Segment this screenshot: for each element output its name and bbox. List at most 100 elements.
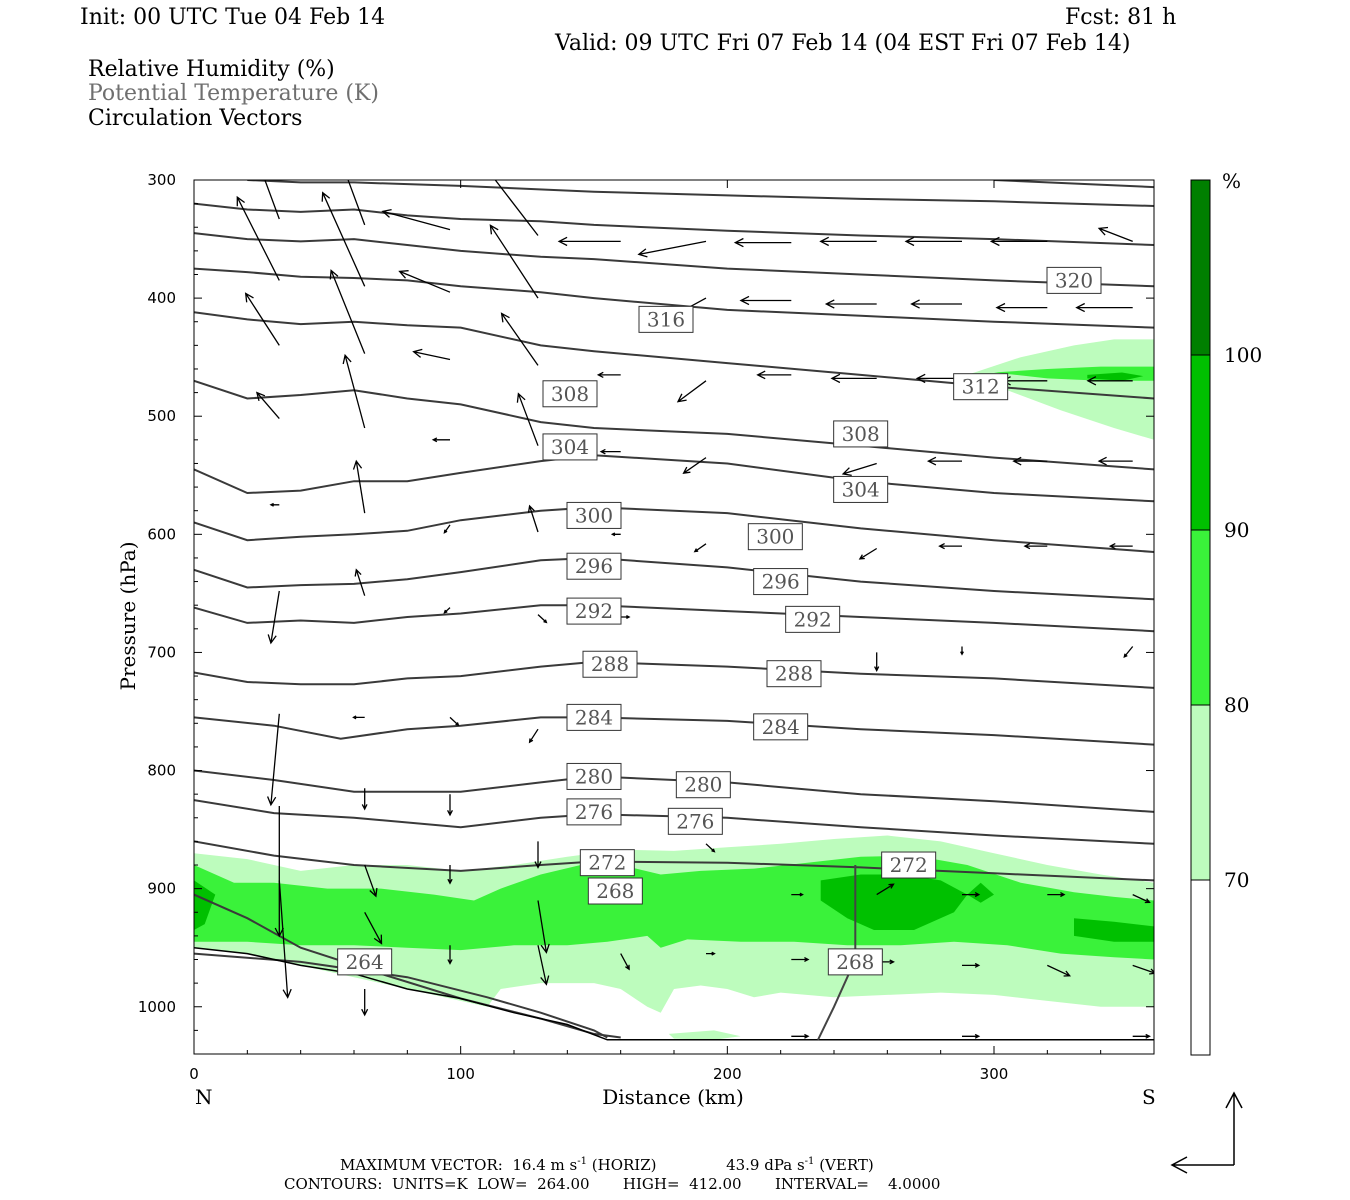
circulation-vector-77 xyxy=(706,951,716,956)
contour-label-text: 300 xyxy=(756,525,794,549)
circulation-vector-6 xyxy=(733,237,792,248)
contour-label-text: 284 xyxy=(762,715,800,739)
circulation-vector-40 xyxy=(1012,456,1048,466)
north-label: N xyxy=(195,1085,213,1109)
vert-suffix: (VERT) xyxy=(814,1156,874,1174)
circulation-vector-3 xyxy=(494,180,539,236)
theta-contour-284 xyxy=(194,716,1154,746)
init-time: Init: 00 UTC Tue 04 Feb 14 xyxy=(80,5,386,30)
circulation-vector-21 xyxy=(244,292,280,346)
contour-label-13: 292 xyxy=(566,597,622,625)
circulation-vector-26 xyxy=(676,380,707,403)
terrain-layer xyxy=(194,865,1154,1041)
theta-contour-308 xyxy=(194,379,1154,471)
y-tick-label-500: 500 xyxy=(147,407,176,425)
x-tick-label-0: 0 xyxy=(189,1065,199,1083)
x-tick-label-300: 300 xyxy=(980,1065,1009,1083)
contour-label-10: 284 xyxy=(753,713,809,741)
circulation-vector-47 xyxy=(693,543,707,553)
circulation-vector-13 xyxy=(398,270,451,293)
contour-label-3: 272 xyxy=(579,849,635,877)
circulation-vector-32 xyxy=(255,391,280,420)
contour-label-text: 312 xyxy=(962,375,1000,399)
circulation-vector-81 xyxy=(1047,892,1066,898)
circulation-vector-2 xyxy=(381,208,451,231)
circulation-vector-59 xyxy=(1123,646,1134,659)
contour-label-text: 284 xyxy=(575,705,613,729)
rh-region-90-6 xyxy=(820,874,968,930)
contour-label-18: 300 xyxy=(747,523,803,551)
colorbar-label-70: 70 xyxy=(1224,868,1249,892)
rh-region-90-9 xyxy=(1087,372,1144,381)
rh-region-90-7 xyxy=(967,882,994,903)
theta-contour-288 xyxy=(194,660,1154,689)
circulation-vector-45 xyxy=(527,504,539,533)
circulation-vector-91 xyxy=(1132,1033,1151,1039)
circulation-vector-33 xyxy=(342,353,366,429)
circulation-vector-70 xyxy=(364,864,378,898)
circulation-vector-50 xyxy=(1023,543,1048,550)
colorbar-unit: % xyxy=(1222,169,1241,193)
circulation-vector-5 xyxy=(637,240,707,258)
contour-label-layer: 264 268 268 272 272 276 276 280 280 284 284 288 288 2… xyxy=(337,266,1102,976)
circulation-vector-55 xyxy=(537,614,548,624)
contour-label-text: 292 xyxy=(575,599,613,623)
theta-contour-280 xyxy=(194,769,1154,813)
contour-label-text: 296 xyxy=(575,554,613,578)
contour-label-5: 276 xyxy=(566,798,622,826)
contour-label-text: 300 xyxy=(575,503,613,527)
circulation-vector-68 xyxy=(705,843,716,853)
contour-label-text: 280 xyxy=(575,764,613,788)
theta-contour-264 xyxy=(194,952,608,1039)
circulation-vector-23 xyxy=(412,348,451,361)
circulation-vector-53 xyxy=(354,568,366,596)
theta-contour-300 xyxy=(194,506,1154,553)
circulation-vector-57 xyxy=(874,652,880,673)
contour-label-text: 280 xyxy=(684,773,722,797)
circulation-vector-61 xyxy=(352,715,365,720)
contour-label-8: 280 xyxy=(675,771,731,799)
circulation-vector-11 xyxy=(236,195,280,281)
contour-label-0: 264 xyxy=(337,948,393,976)
circulation-vector-18 xyxy=(910,299,962,309)
circulation-vector-75 xyxy=(537,945,550,986)
circulation-vector-42 xyxy=(269,502,280,507)
x-axis-title: Distance (km) xyxy=(602,1085,744,1109)
circulation-vector-10 xyxy=(1097,226,1133,243)
max-vector-line: MAXIMUM VECTOR: 16.4 m s-1 (HORIZ) 43.9 … xyxy=(340,1157,874,1173)
circulation-vector-65 xyxy=(361,788,368,811)
vert-exponent: -1 xyxy=(804,1156,815,1167)
colorbar-label-80: 80 xyxy=(1224,693,1249,717)
circulation-vector-85 xyxy=(962,962,981,968)
circulation-vector-35 xyxy=(516,392,539,446)
legend-rh: Relative Humidity (%) xyxy=(88,57,335,82)
valid-time: Valid: 09 UTC Fri 07 Feb 14 (04 EST Fri … xyxy=(555,31,1131,56)
theta-contour-304 xyxy=(194,454,1154,503)
contour-label-text: 308 xyxy=(842,422,880,446)
colorbar-frame xyxy=(1190,179,1211,1056)
rh-fill-layer xyxy=(194,339,1154,1040)
vector-layer xyxy=(236,180,1154,1039)
contour-label-20: 304 xyxy=(833,475,889,503)
circulation-vector-80 xyxy=(962,892,981,898)
y-tick-label-800: 800 xyxy=(147,762,176,780)
circulation-vector-37 xyxy=(682,457,707,475)
circulation-vector-54 xyxy=(443,607,451,614)
terrain-line xyxy=(194,946,1154,1041)
circulation-vector-82 xyxy=(1132,894,1151,904)
circulation-vector-9 xyxy=(989,236,1048,247)
circulation-vector-7 xyxy=(819,236,877,247)
colorbar-label-100: 100 xyxy=(1224,343,1262,367)
colorbar-swatch-1 xyxy=(1191,355,1210,530)
circulation-vector-63 xyxy=(528,728,539,744)
contour-label-11: 288 xyxy=(582,650,638,678)
circulation-vector-83 xyxy=(791,957,810,962)
circulation-vector-25 xyxy=(596,371,621,378)
y-axis-title: Pressure (hPa) xyxy=(116,542,140,691)
contour-label-text: 288 xyxy=(775,662,813,686)
contour-label-1: 268 xyxy=(587,877,643,905)
circulation-vector-51 xyxy=(1108,543,1133,550)
rh-region-70-1 xyxy=(967,339,1154,440)
colorbar-swatch-4 xyxy=(1191,880,1210,1055)
horiz-exponent: -1 xyxy=(577,1156,587,1167)
